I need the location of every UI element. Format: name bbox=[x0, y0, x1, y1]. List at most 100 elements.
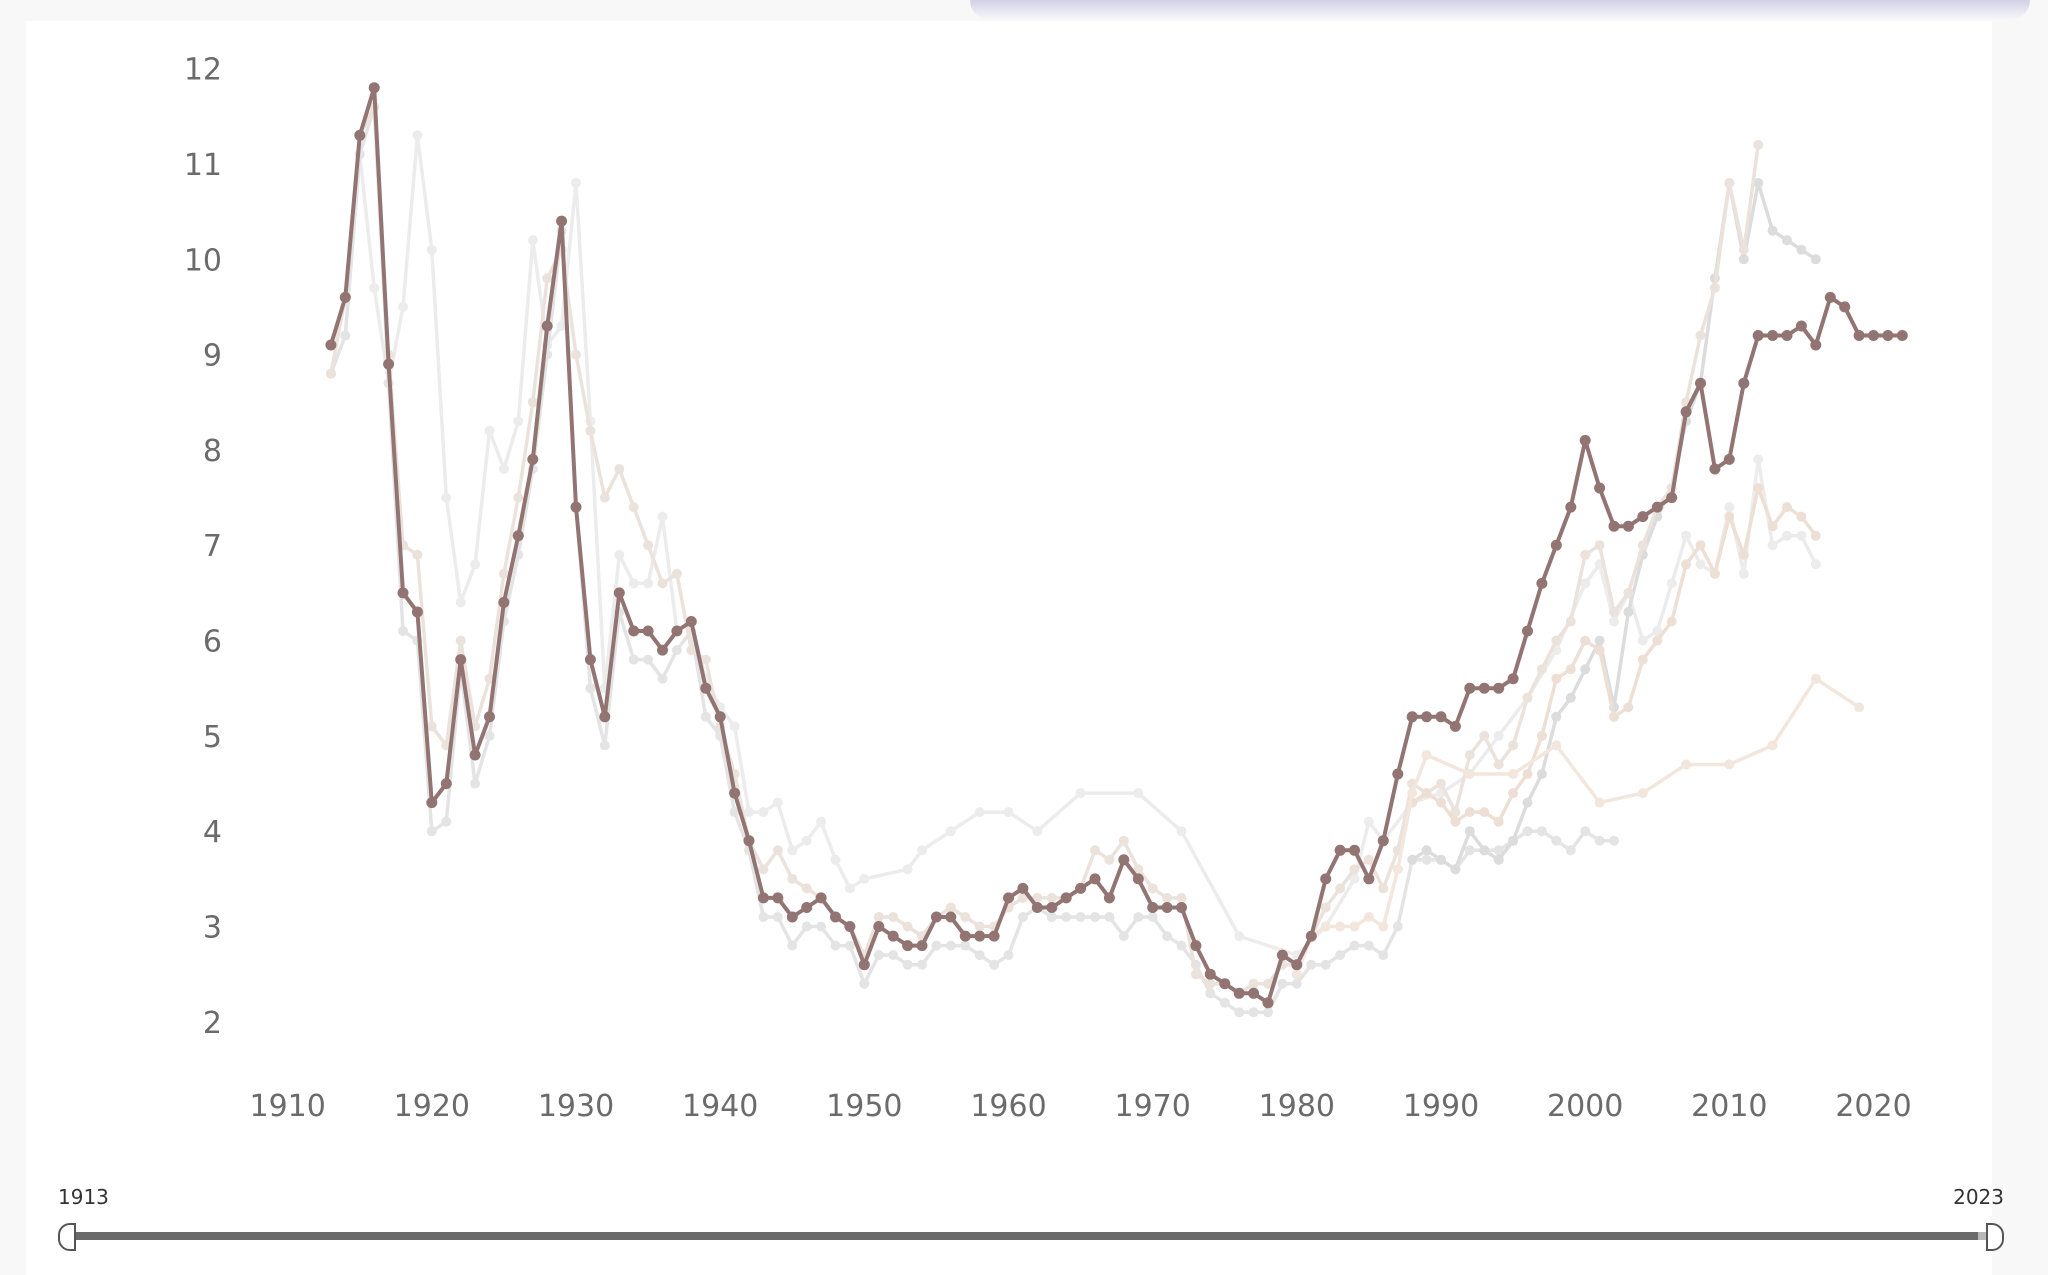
data-point[interactable] bbox=[1609, 616, 1619, 627]
data-point[interactable] bbox=[1637, 540, 1648, 551]
data-point[interactable] bbox=[1363, 816, 1374, 827]
data-point[interactable] bbox=[1435, 711, 1447, 723]
data-point[interactable] bbox=[383, 358, 395, 370]
data-point[interactable] bbox=[426, 721, 437, 732]
data-point[interactable] bbox=[513, 416, 524, 427]
data-point[interactable] bbox=[787, 940, 798, 951]
data-point[interactable] bbox=[1276, 949, 1288, 961]
data-point[interactable] bbox=[815, 892, 827, 904]
data-point[interactable] bbox=[1724, 502, 1735, 513]
data-point[interactable] bbox=[1681, 559, 1692, 570]
data-point[interactable] bbox=[1882, 330, 1894, 341]
data-point[interactable] bbox=[1363, 940, 1374, 951]
data-point[interactable] bbox=[1637, 654, 1648, 665]
data-point[interactable] bbox=[1493, 759, 1504, 770]
data-point[interactable] bbox=[1060, 892, 1072, 904]
data-point[interactable] bbox=[470, 778, 481, 789]
data-point[interactable] bbox=[772, 892, 784, 904]
data-point[interactable] bbox=[772, 845, 783, 856]
data-point[interactable] bbox=[1104, 912, 1115, 922]
data-point[interactable] bbox=[1810, 254, 1821, 265]
data-point[interactable] bbox=[599, 711, 611, 723]
data-point[interactable] bbox=[1479, 845, 1490, 856]
data-point[interactable] bbox=[1738, 244, 1749, 255]
data-point[interactable] bbox=[974, 921, 985, 932]
data-point[interactable] bbox=[1061, 912, 1072, 922]
data-point[interactable] bbox=[1003, 807, 1014, 818]
data-point[interactable] bbox=[1753, 483, 1764, 493]
data-point[interactable] bbox=[816, 816, 827, 827]
data-point[interactable] bbox=[1219, 997, 1230, 1008]
data-point[interactable] bbox=[1378, 921, 1389, 932]
data-point[interactable] bbox=[1522, 692, 1533, 703]
data-point[interactable] bbox=[411, 606, 423, 618]
data-point[interactable] bbox=[1709, 568, 1720, 579]
data-point[interactable] bbox=[945, 902, 956, 913]
data-point[interactable] bbox=[1508, 769, 1519, 779]
data-point[interactable] bbox=[1046, 912, 1057, 922]
data-point[interactable] bbox=[628, 578, 639, 589]
data-point[interactable] bbox=[1536, 577, 1548, 589]
data-point[interactable] bbox=[1681, 530, 1692, 541]
data-point[interactable] bbox=[1594, 540, 1605, 551]
data-point[interactable] bbox=[1436, 778, 1446, 789]
data-point[interactable] bbox=[888, 950, 899, 961]
data-point[interactable] bbox=[1133, 912, 1144, 922]
data-point[interactable] bbox=[1204, 968, 1216, 980]
data-point[interactable] bbox=[1508, 835, 1519, 846]
data-point[interactable] bbox=[1234, 1007, 1245, 1018]
data-point[interactable] bbox=[570, 501, 582, 513]
data-point[interactable] bbox=[671, 568, 682, 579]
data-point[interactable] bbox=[1017, 882, 1029, 894]
data-point[interactable] bbox=[744, 807, 754, 818]
data-point[interactable] bbox=[758, 912, 769, 922]
data-point[interactable] bbox=[873, 912, 884, 922]
data-point[interactable] bbox=[1032, 826, 1043, 837]
data-point[interactable] bbox=[1896, 330, 1908, 341]
data-point[interactable] bbox=[484, 730, 495, 741]
data-point[interactable] bbox=[469, 749, 481, 761]
data-point[interactable] bbox=[1594, 797, 1605, 808]
data-point[interactable] bbox=[786, 911, 798, 923]
data-point[interactable] bbox=[584, 654, 596, 666]
data-point[interactable] bbox=[412, 130, 423, 141]
data-point[interactable] bbox=[1680, 406, 1692, 418]
data-point[interactable] bbox=[1810, 673, 1821, 684]
data-point[interactable] bbox=[1190, 969, 1201, 980]
year-range-slider[interactable]: 1913 2023 bbox=[56, 1185, 2006, 1251]
data-point[interactable] bbox=[1205, 978, 1216, 989]
data-point[interactable] bbox=[1349, 940, 1360, 951]
data-point[interactable] bbox=[1580, 635, 1591, 646]
data-point[interactable] bbox=[614, 464, 625, 474]
data-point[interactable] bbox=[643, 654, 654, 665]
data-point[interactable] bbox=[1320, 902, 1331, 913]
data-point[interactable] bbox=[354, 129, 366, 141]
data-point[interactable] bbox=[585, 425, 596, 436]
data-point[interactable] bbox=[527, 235, 538, 246]
data-point[interactable] bbox=[1796, 511, 1807, 522]
data-point[interactable] bbox=[1392, 768, 1404, 780]
data-point[interactable] bbox=[513, 492, 524, 503]
data-point[interactable] bbox=[1335, 950, 1346, 961]
data-point[interactable] bbox=[1176, 826, 1187, 837]
data-point[interactable] bbox=[1464, 750, 1475, 760]
data-point[interactable] bbox=[1349, 864, 1360, 875]
data-point[interactable] bbox=[1277, 978, 1288, 989]
data-point[interactable] bbox=[1392, 864, 1403, 875]
data-point[interactable] bbox=[1709, 463, 1721, 475]
data-point[interactable] bbox=[1550, 539, 1562, 551]
data-point[interactable] bbox=[945, 826, 956, 837]
data-point[interactable] bbox=[1637, 788, 1648, 799]
data-point[interactable] bbox=[1622, 520, 1634, 532]
data-point[interactable] bbox=[700, 654, 711, 665]
data-point[interactable] bbox=[398, 301, 408, 312]
data-point[interactable] bbox=[614, 549, 625, 560]
data-point[interactable] bbox=[585, 683, 596, 694]
data-point[interactable] bbox=[1782, 530, 1792, 541]
data-point[interactable] bbox=[1479, 807, 1490, 818]
data-point[interactable] bbox=[1767, 540, 1778, 551]
data-point[interactable] bbox=[787, 845, 798, 856]
data-point[interactable] bbox=[1363, 912, 1374, 922]
data-point[interactable] bbox=[657, 673, 668, 684]
data-point[interactable] bbox=[873, 950, 884, 961]
